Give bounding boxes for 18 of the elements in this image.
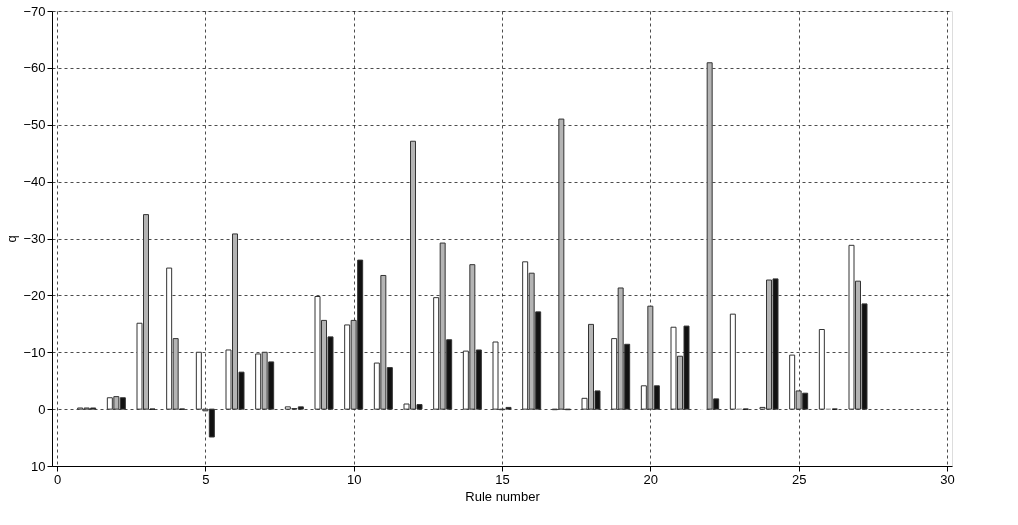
y-tick-label: −50 <box>23 117 46 133</box>
x-tick-label: 0 <box>53 471 62 487</box>
x-tick-label: 25 <box>791 471 807 487</box>
x-tick-label: 20 <box>643 471 659 487</box>
y-axis-title: q <box>4 235 20 243</box>
x-tick-label: 15 <box>495 471 510 487</box>
y-tick-label: 10 <box>31 458 46 474</box>
x-tick-label: 10 <box>346 471 362 487</box>
y-tick-label: −70 <box>23 3 46 19</box>
y-tick-label: −10 <box>23 344 46 360</box>
y-tick-label: −30 <box>23 231 46 246</box>
y-tick-label: −40 <box>23 174 46 190</box>
x-tick-label: 30 <box>940 471 955 487</box>
y-tick-label: −20 <box>23 287 46 303</box>
y-tick-label: 0 <box>38 401 46 417</box>
x-tick-label: 5 <box>202 471 210 487</box>
x-axis-title: Rule number <box>465 488 541 504</box>
y-tick-label: −60 <box>23 60 46 76</box>
